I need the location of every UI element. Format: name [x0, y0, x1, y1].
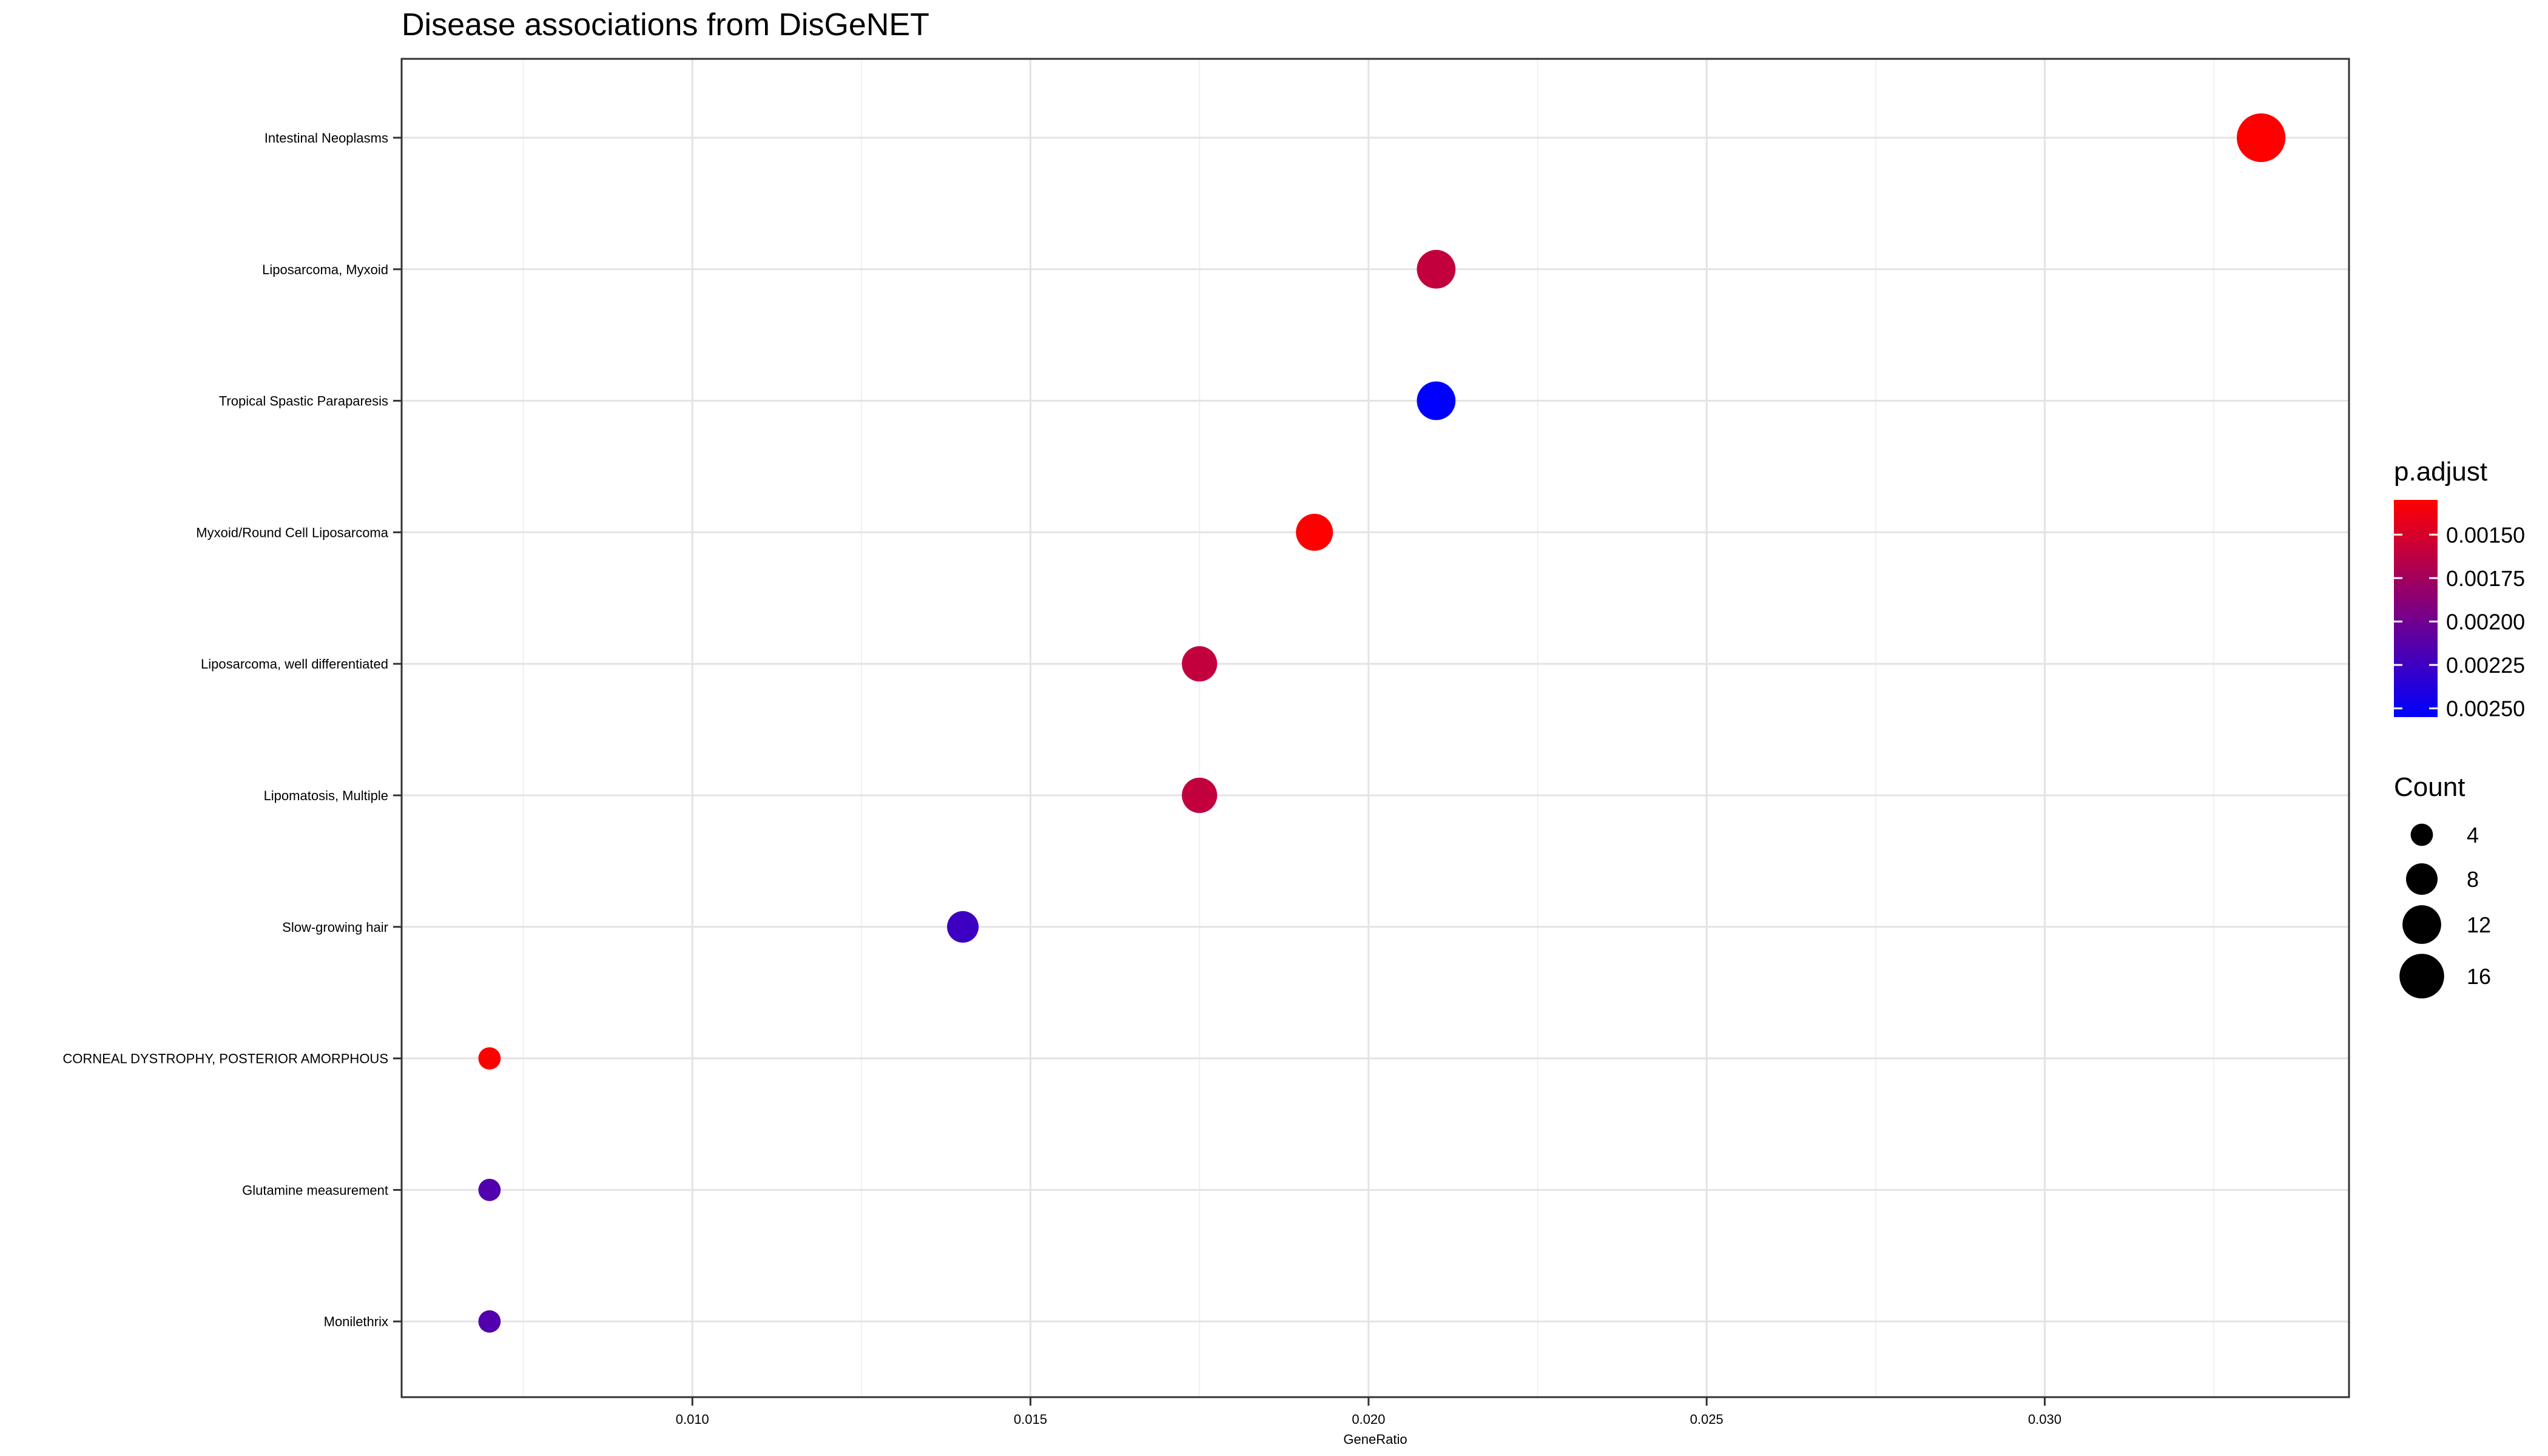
y-tick-label: Myxoid/Round Cell Liposarcoma: [196, 525, 388, 540]
data-point: [1417, 381, 1456, 420]
size-legend-key: [2402, 905, 2441, 944]
data-point: [1182, 646, 1218, 682]
x-tick-label: 0.020: [1352, 1412, 1385, 1427]
color-legend: p.adjust 0.00150 0.00175 0.00200 0.00225 0.0…: [2394, 457, 2525, 721]
data-point: [1417, 249, 1456, 289]
y-tick-label: CORNEAL DYSTROPHY, POSTERIOR AMORPHOUS: [62, 1051, 388, 1067]
y-tick-label: Lipomatosis, Multiple: [264, 788, 388, 803]
y-tick-label: Tropical Spastic Paraparesis: [219, 394, 388, 409]
color-legend-gradient-bar: [2394, 500, 2438, 717]
x-axis-title: GeneRatio: [1343, 1432, 1407, 1447]
data-point: [478, 1179, 501, 1201]
color-legend-label: 0.00150: [2446, 522, 2525, 547]
size-legend: Count 4 8 12 16: [2394, 772, 2491, 999]
y-tick-label: Liposarcoma, Myxoid: [262, 262, 388, 277]
y-tick-label: Glutamine measurement: [242, 1182, 388, 1198]
data-point: [2237, 113, 2286, 163]
data-point: [478, 1047, 501, 1070]
y-tick-label: Intestinal Neoplasms: [265, 130, 388, 146]
x-axis: 0.010 0.015 0.020 0.025 0.030: [676, 1397, 2061, 1427]
data-point: [1182, 777, 1218, 814]
y-axis: Intestinal Neoplasms Liposarcoma, Myxoid T…: [62, 130, 402, 1329]
data-point: [947, 911, 979, 943]
x-tick-label: 0.030: [2028, 1412, 2061, 1427]
color-legend-label: 0.00200: [2446, 609, 2525, 634]
plot-panel-border: [400, 58, 2350, 1398]
y-tick-label: Liposarcoma, well differentiated: [201, 656, 388, 672]
data-point: [1296, 513, 1333, 551]
size-legend-key: [2410, 823, 2433, 846]
y-tick-label: Slow-growing hair: [282, 920, 388, 935]
chart-title: Disease associations from DisGeNET: [402, 7, 929, 42]
grid-layer: [402, 59, 2349, 1397]
y-tick-label: Monilethrix: [324, 1314, 388, 1329]
size-legend-label: 8: [2467, 867, 2479, 892]
size-legend-title: Count: [2394, 772, 2465, 802]
color-legend-label: 0.00250: [2446, 696, 2525, 721]
size-legend-label: 16: [2467, 964, 2491, 989]
points-layer: [478, 113, 2286, 1333]
x-tick-label: 0.010: [676, 1412, 709, 1427]
size-legend-label: 12: [2467, 912, 2491, 937]
color-legend-label: 0.00225: [2446, 653, 2525, 678]
x-tick-label: 0.015: [1014, 1412, 1047, 1427]
size-legend-key: [2399, 954, 2444, 999]
data-point: [478, 1310, 501, 1333]
size-legend-label: 4: [2467, 823, 2479, 848]
color-legend-title: p.adjust: [2394, 457, 2487, 487]
color-legend-label: 0.00175: [2446, 566, 2525, 591]
x-tick-label: 0.025: [1690, 1412, 1724, 1427]
size-legend-key: [2405, 863, 2438, 895]
